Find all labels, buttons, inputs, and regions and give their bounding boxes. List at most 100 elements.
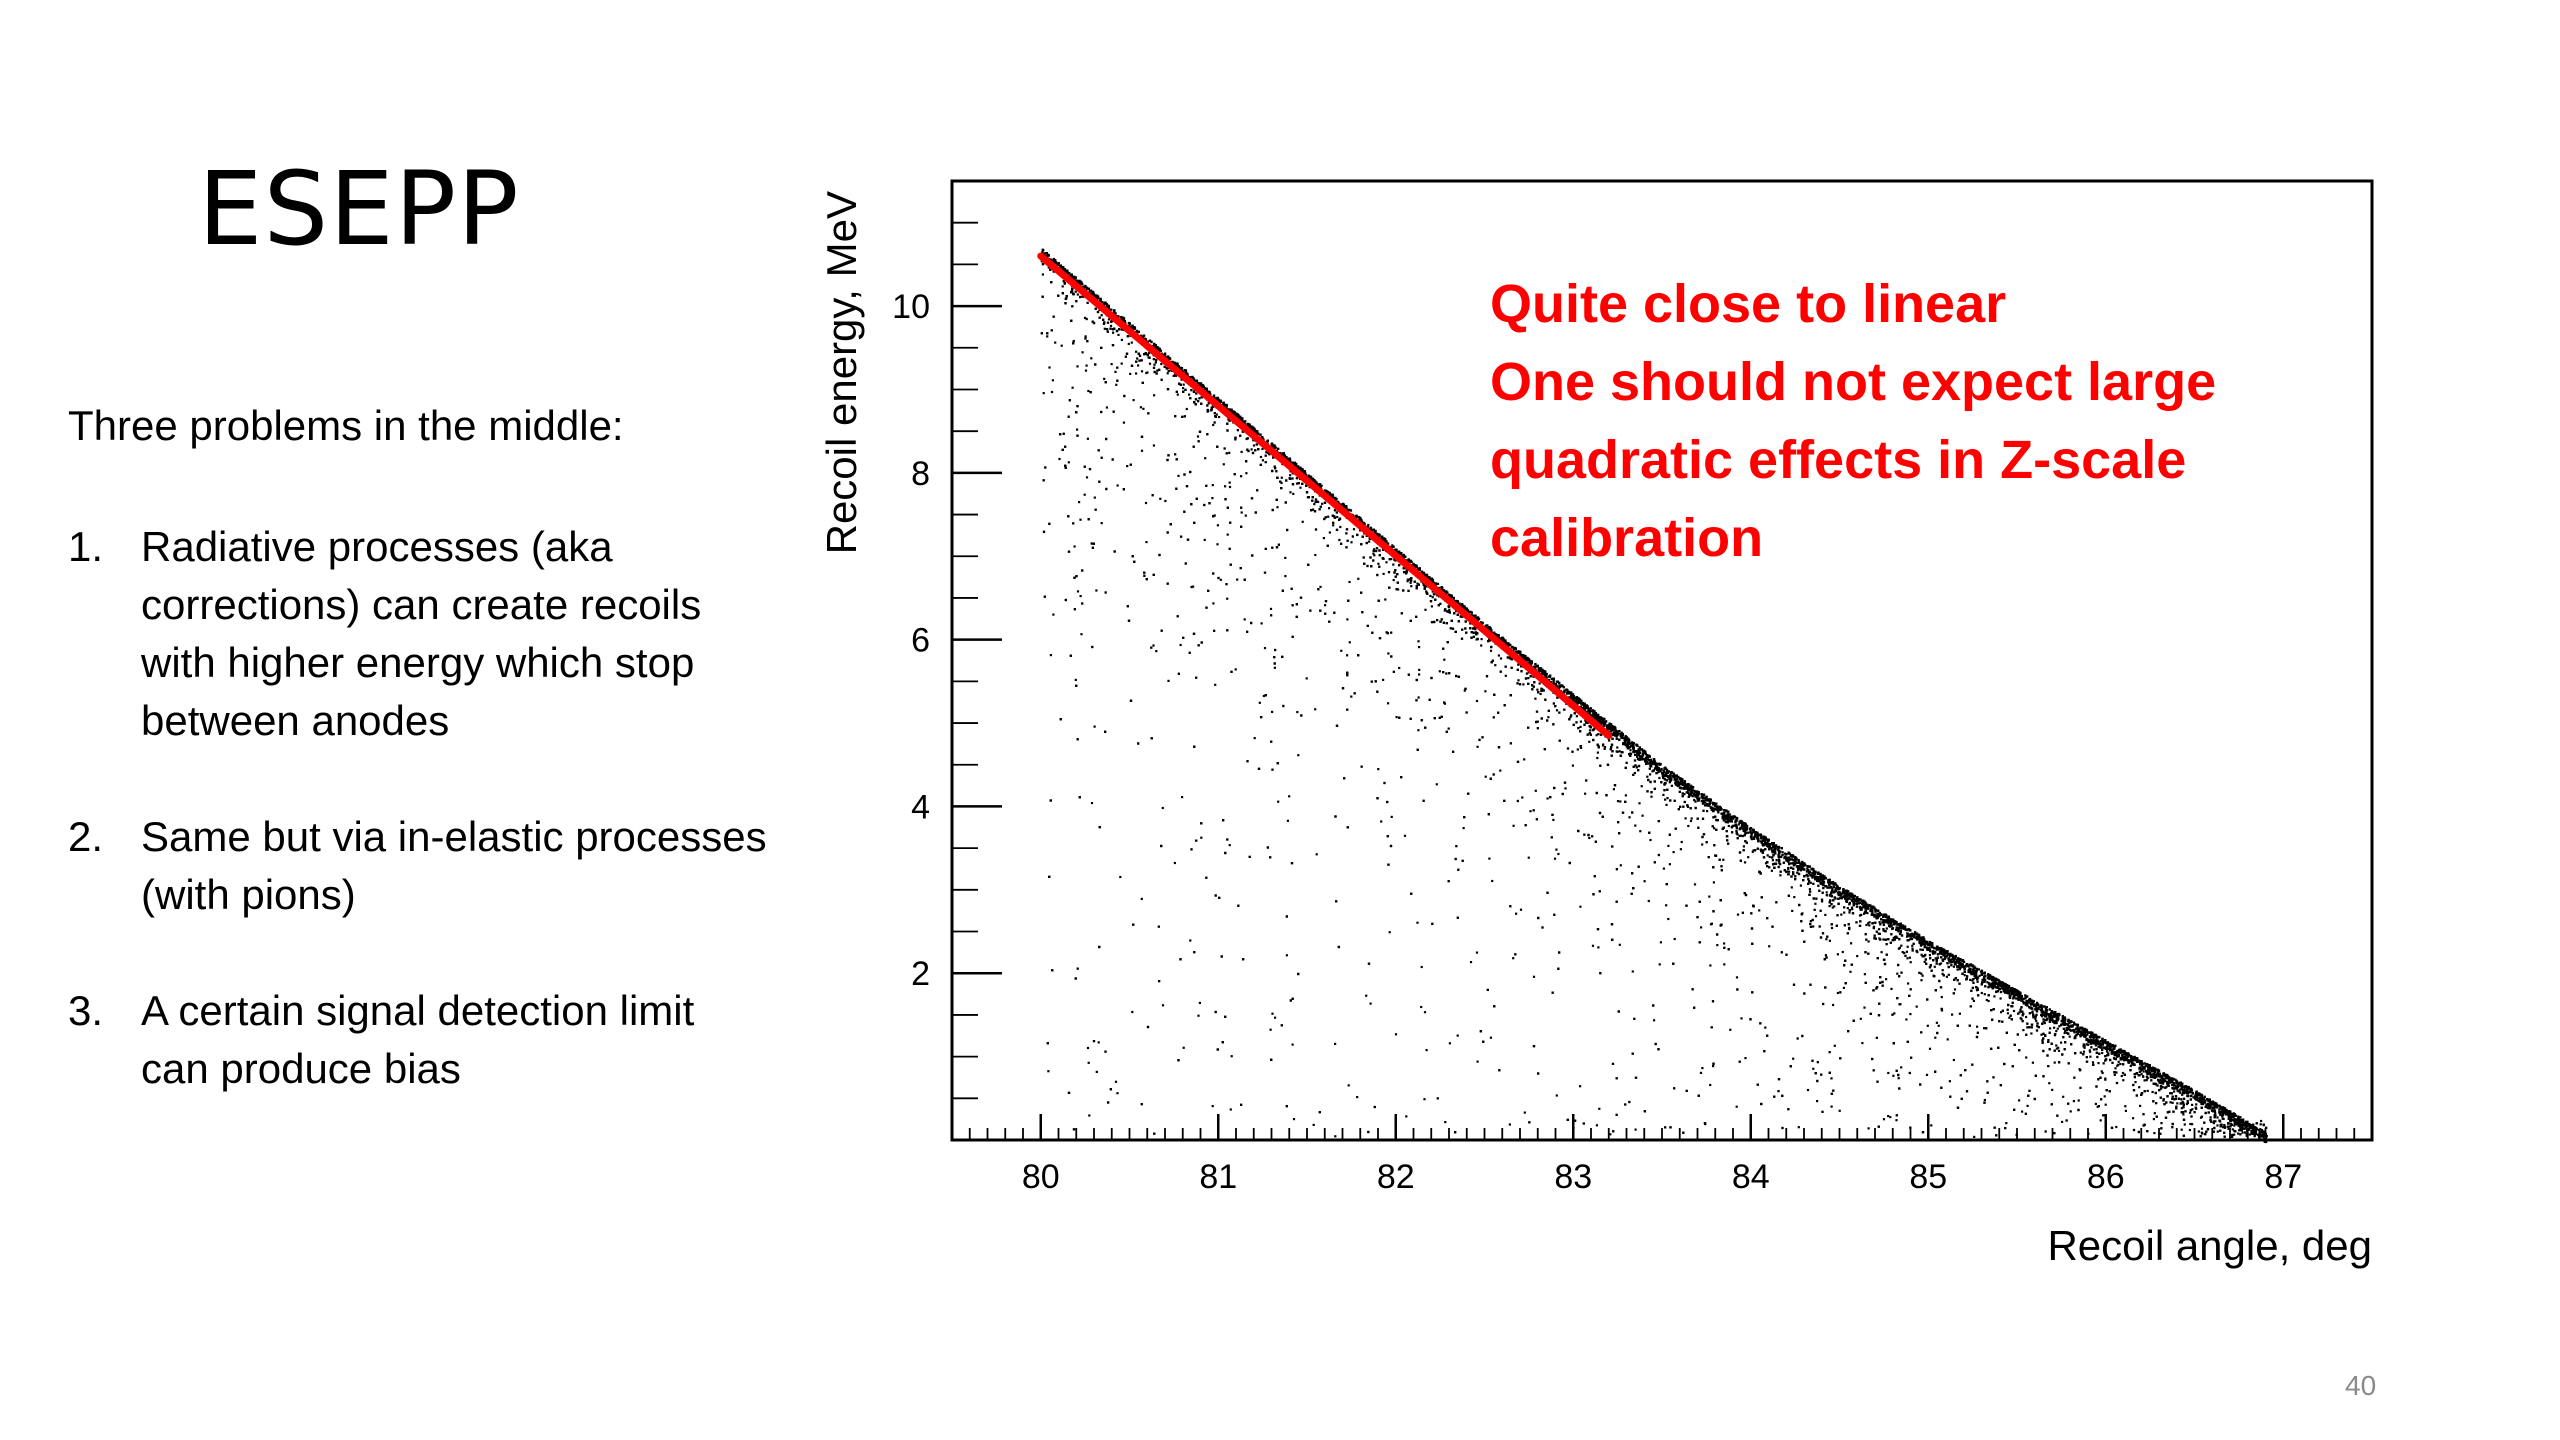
scatter-point <box>1814 902 1817 905</box>
scatter-point <box>1976 1025 1979 1028</box>
scatter-point <box>1179 643 1182 647</box>
scatter-point <box>1892 1074 1895 1077</box>
scatter-point <box>1425 1049 1428 1052</box>
scatter-point <box>1636 758 1640 761</box>
scatter-point <box>1899 929 1902 932</box>
scatter-point <box>1214 683 1217 686</box>
scatter-point <box>1244 514 1247 517</box>
scatter-point <box>1963 974 1966 977</box>
scatter-point <box>2085 1043 2088 1046</box>
scatter-point <box>2053 1026 2056 1029</box>
scatter-point <box>1639 758 1642 761</box>
scatter-point <box>1120 338 1123 341</box>
scatter-point <box>2103 1095 2106 1098</box>
scatter-point <box>1523 1111 1526 1114</box>
scatter-point <box>1116 1092 1119 1095</box>
scatter-point <box>2096 1105 2099 1108</box>
scatter-point <box>1276 506 1279 509</box>
scatter-point <box>1900 1066 1903 1069</box>
scatter-point <box>1105 406 1108 409</box>
scatter-point <box>1137 330 1140 333</box>
scatter-point <box>1699 1071 1703 1074</box>
scatter-point <box>1596 751 1599 754</box>
scatter-point <box>1842 986 1845 989</box>
scatter-point <box>1616 750 1619 753</box>
scatter-point <box>1529 810 1532 813</box>
scatter-point <box>1050 390 1054 394</box>
scatter-point <box>2132 1117 2135 1120</box>
scatter-point <box>2191 1108 2194 1111</box>
scatter-point <box>1297 754 1300 757</box>
scatter-point <box>1887 1071 1890 1075</box>
scatter-point <box>1049 654 1052 657</box>
scatter-point <box>1841 950 1844 954</box>
scatter-point <box>2060 1019 2063 1023</box>
scatter-point <box>2215 1106 2219 1109</box>
scatter-point <box>2042 1018 2045 1021</box>
scatter-point <box>1569 716 1572 719</box>
scatter-point <box>1093 725 1096 728</box>
scatter-point <box>1706 810 1709 813</box>
scatter-point <box>1653 1019 1656 1022</box>
scatter-point <box>2223 1123 2226 1127</box>
scatter-point <box>1999 997 2002 1000</box>
scatter-point <box>1597 733 1600 736</box>
scatter-point <box>1367 523 1370 527</box>
scatter-point <box>1650 795 1653 798</box>
scatter-point <box>1058 457 1061 461</box>
scatter-point <box>1252 444 1256 447</box>
scatter-point <box>1130 341 1133 344</box>
scatter-point <box>2007 989 2010 992</box>
scatter-point <box>2055 1030 2058 1033</box>
scatter-point <box>1972 999 1975 1002</box>
scatter-point <box>1790 862 1793 865</box>
scatter-point <box>1073 545 1076 548</box>
scatter-point <box>1933 965 1936 968</box>
scatter-point <box>1436 582 1440 585</box>
scatter-point <box>1666 797 1669 800</box>
scatter-point <box>1828 905 1831 908</box>
scatter-point <box>1304 474 1308 477</box>
scatter-point <box>1830 1077 1833 1080</box>
scatter-point <box>1595 734 1598 737</box>
scatter-point <box>1778 858 1781 861</box>
scatter-point <box>2097 1062 2100 1065</box>
scatter-point <box>1704 801 1707 804</box>
scatter-point <box>2083 1046 2086 1049</box>
scatter-point <box>1608 739 1611 742</box>
scatter-point <box>1397 588 1400 591</box>
scatter-point <box>1377 562 1380 565</box>
scatter-point <box>1897 929 1900 932</box>
scatter-point <box>1976 987 1979 990</box>
scatter-point <box>1512 824 1515 827</box>
scatter-point <box>2176 1102 2179 1105</box>
scatter-point <box>1475 699 1479 703</box>
scatter-point <box>1987 999 1990 1003</box>
scatter-point <box>1643 880 1646 883</box>
scatter-point <box>1140 449 1144 452</box>
scatter-point <box>1993 995 1996 998</box>
scatter-point <box>1522 683 1525 686</box>
scatter-point <box>1365 534 1368 537</box>
scatter-point <box>1259 455 1263 459</box>
scatter-point <box>2119 1062 2122 1066</box>
scatter-point <box>1536 688 1539 691</box>
scatter-point <box>1758 909 1761 912</box>
scatter-point <box>2171 1083 2174 1086</box>
scatter-point <box>1806 1088 1810 1092</box>
scatter-point <box>2122 1079 2125 1082</box>
scatter-point <box>1709 1083 1712 1087</box>
scatter-point <box>1934 957 1937 960</box>
scatter-point <box>1340 649 1343 652</box>
scatter-point <box>1166 372 1169 375</box>
scatter-point <box>1491 879 1494 883</box>
scatter-point <box>1597 744 1600 748</box>
scatter-point <box>1137 364 1140 367</box>
scatter-point <box>1252 439 1255 442</box>
scatter-point <box>1896 972 1899 975</box>
scatter-point <box>2124 1109 2127 1112</box>
scatter-point <box>1515 912 1518 915</box>
scatter-point <box>1161 1004 1165 1007</box>
scatter-point <box>1872 925 1876 928</box>
scatter-point <box>1284 556 1287 559</box>
